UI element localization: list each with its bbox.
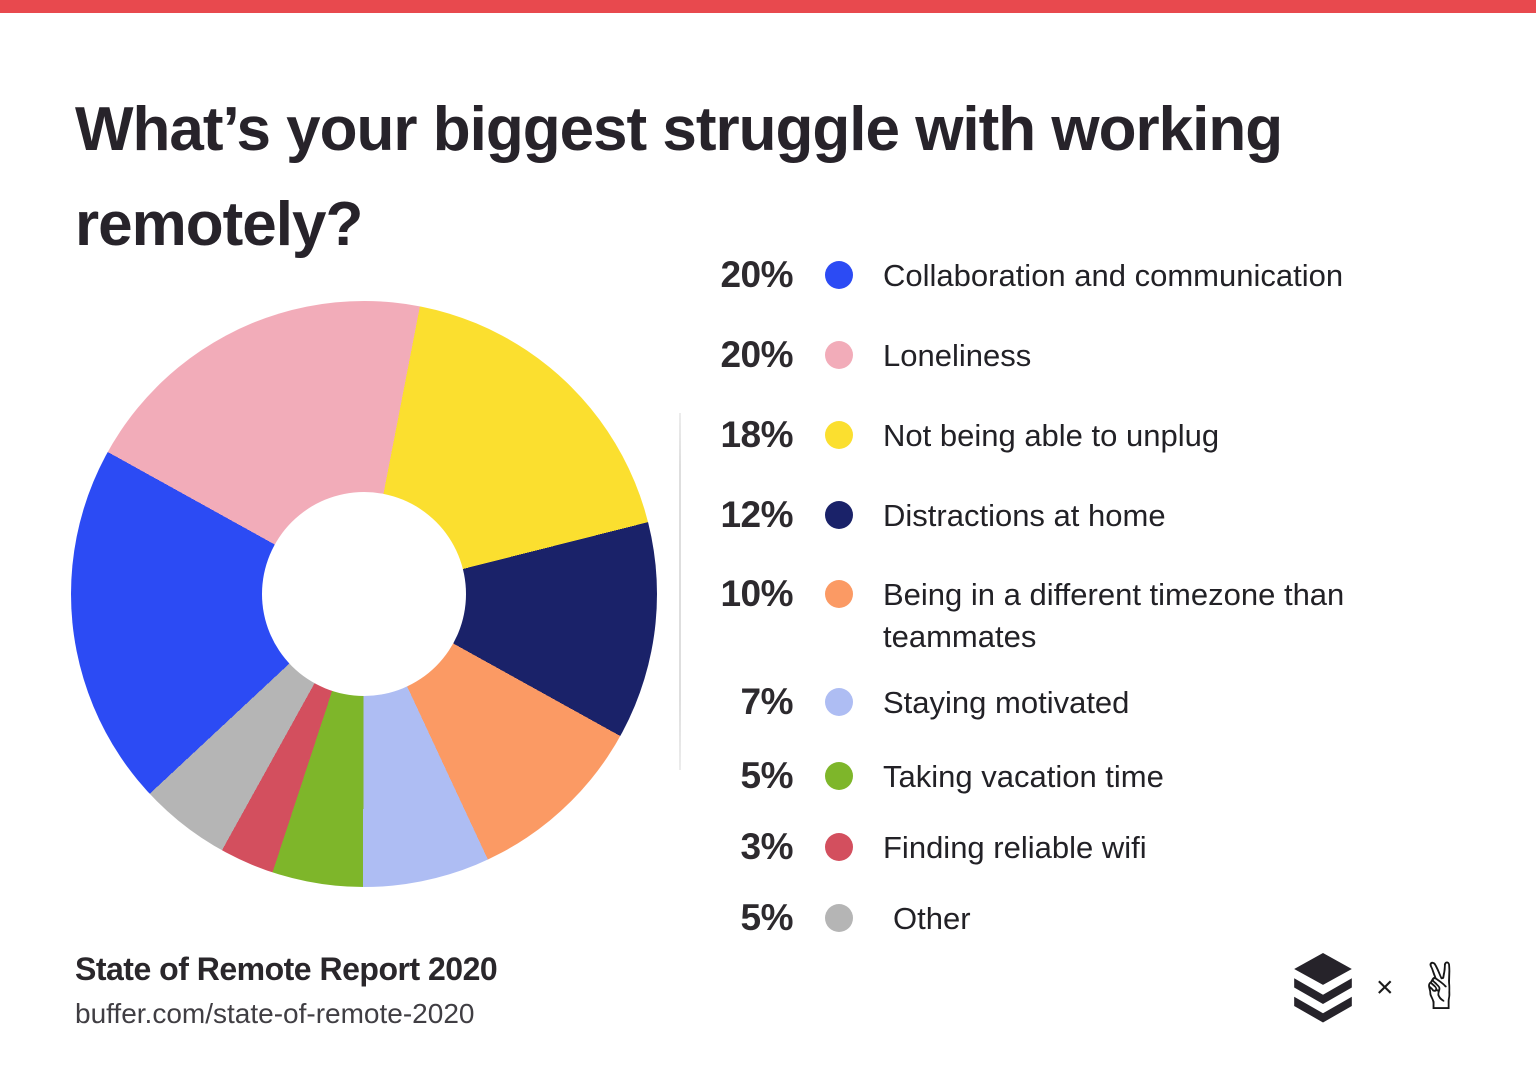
legend-color-dot-icon xyxy=(825,501,853,529)
page-title-line1: What’s your biggest struggle with workin… xyxy=(75,95,1283,164)
legend-row: 3% Finding reliable wifi xyxy=(700,827,1480,869)
legend-color-dot-icon xyxy=(825,688,853,716)
donut-chart-hole xyxy=(262,492,466,696)
legend-color-dot-icon xyxy=(825,833,853,861)
peace-hand-icon: ✌ xyxy=(1414,951,1469,1025)
legend-percent: 5% xyxy=(740,897,794,938)
legend-row: 12% Distractions at home xyxy=(700,495,1480,537)
legend-row: 5% Taking vacation time xyxy=(700,756,1480,798)
legend-row: 7% Staying motivated xyxy=(700,682,1480,724)
legend-row: 10% Being in a different timezone than t… xyxy=(700,574,1480,658)
legend-label: Finding reliable wifi xyxy=(883,830,1147,865)
legend-label: Staying motivated xyxy=(883,685,1130,720)
legend-percent: 20% xyxy=(720,334,793,375)
legend-label: Collaboration and communication xyxy=(883,258,1344,293)
legend-label: Taking vacation time xyxy=(883,759,1164,794)
legend-percent: 12% xyxy=(720,494,793,535)
legend-color-dot-icon xyxy=(825,261,853,289)
chart-legend: 20% Collaboration and communication 20% … xyxy=(700,255,1480,940)
legend-percent: 20% xyxy=(720,254,793,295)
footer-report-title: State of Remote Report 2020 xyxy=(75,951,498,987)
legend-color-dot-icon xyxy=(825,762,853,790)
legend-row: 18% Not being able to unplug xyxy=(700,415,1480,457)
legend-label: Not being able to unplug xyxy=(883,418,1220,453)
legend-divider-line xyxy=(679,413,681,770)
legend-color-dot-icon xyxy=(825,904,853,932)
legend-color-dot-icon xyxy=(825,580,853,608)
legend-label: Distractions at home xyxy=(883,498,1166,533)
legend-percent: 5% xyxy=(740,755,794,796)
legend-row: 20% Loneliness xyxy=(700,335,1480,377)
legend-percent: 10% xyxy=(720,573,793,614)
legend-row: 20% Collaboration and communication xyxy=(700,255,1480,297)
footer-report-url: buffer.com/state-of-remote-2020 xyxy=(75,998,475,1029)
legend-label: Other xyxy=(893,901,971,936)
legend-percent: 18% xyxy=(720,414,793,455)
legend-percent: 7% xyxy=(740,681,794,722)
page-title: What’s your biggest struggle with workin… xyxy=(75,82,1475,272)
legend-label: Being in a different timezone than teamm… xyxy=(883,577,1345,654)
donut-chart xyxy=(71,301,657,887)
legend-label: Loneliness xyxy=(883,338,1032,373)
legend-color-dot-icon xyxy=(825,421,853,449)
top-accent-bar xyxy=(0,0,1536,13)
buffer-logo-icon xyxy=(1294,953,1352,1023)
legend-row: 5% Other xyxy=(700,898,1480,940)
page-title-line2: remotely? xyxy=(75,190,363,259)
legend-percent: 3% xyxy=(740,826,794,867)
brand-logo-row: × ✌ xyxy=(1294,948,1484,1028)
multiply-icon: × xyxy=(1376,971,1394,1004)
legend-color-dot-icon xyxy=(825,341,853,369)
